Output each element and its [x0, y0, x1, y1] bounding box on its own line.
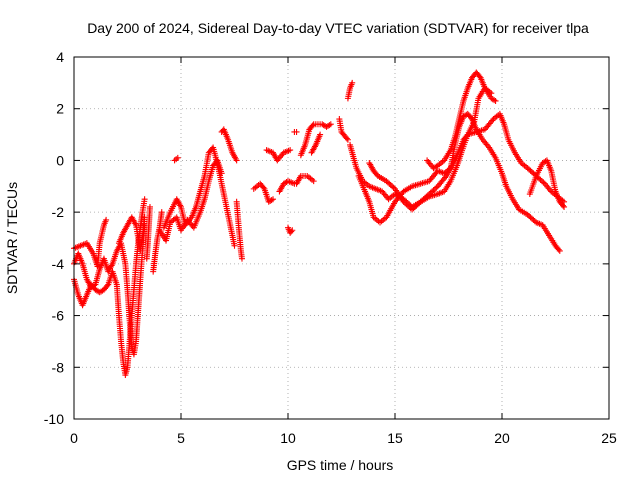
chart-title: Day 200 of 2024, Sidereal Day-to-day VTE…: [87, 20, 589, 36]
data-point-marker: [429, 188, 436, 195]
data-point-marker: [531, 218, 538, 225]
data-point-marker: [146, 203, 153, 210]
data-point-marker: [430, 187, 437, 194]
data-point-marker: [260, 184, 267, 191]
data-point-marker: [327, 121, 334, 128]
data-point-marker: [288, 228, 295, 235]
data-point-marker: [411, 203, 418, 210]
x-tick-label: 25: [601, 430, 617, 446]
data-point-marker: [538, 178, 545, 185]
data-point-marker: [386, 180, 393, 187]
data-point-marker: [492, 97, 499, 104]
data-point-marker: [289, 227, 296, 234]
data-point-marker: [561, 203, 568, 210]
y-axis-label: SDTVAR / TECUs: [4, 182, 20, 294]
data-point-marker: [326, 122, 333, 129]
data-point-marker: [559, 202, 566, 209]
data-point-marker: [344, 136, 351, 143]
data-point-marker: [433, 184, 440, 191]
data-point-marker: [400, 198, 407, 205]
grid: [74, 57, 609, 419]
data-point-marker: [414, 201, 421, 208]
data-point-marker: [431, 185, 438, 192]
plot-frame: [73, 56, 610, 420]
data-point-marker: [343, 135, 350, 142]
data-point-marker: [287, 147, 294, 154]
data-point-marker: [384, 179, 391, 186]
x-axis-label: GPS time / hours: [287, 457, 394, 473]
data-point-marker: [491, 97, 498, 104]
data-point-marker: [530, 170, 537, 177]
data-point-marker: [404, 202, 411, 209]
data-point-marker: [526, 166, 533, 173]
data-point-marker: [238, 255, 245, 262]
data-point-marker: [403, 201, 410, 208]
data-point-marker: [174, 154, 181, 161]
data-point-marker: [383, 178, 390, 185]
data-point-marker: [433, 163, 440, 170]
data-point-marker: [540, 179, 547, 186]
data-point-marker: [556, 247, 563, 254]
data-point-marker: [410, 205, 417, 212]
data-point-marker: [349, 79, 356, 86]
data-point-marker: [233, 157, 240, 164]
data-point-marker: [309, 122, 316, 129]
x-tick-label: 0: [70, 430, 78, 446]
data-point-marker: [555, 246, 562, 253]
data-point-marker: [293, 128, 300, 135]
data-point-marker: [537, 176, 544, 183]
y-tick-label: 0: [56, 152, 64, 168]
data-point-marker: [528, 215, 535, 222]
data-points: [71, 69, 568, 379]
y-tick-label: -4: [52, 256, 65, 272]
data-point-marker: [158, 209, 165, 216]
y-tick-label: -6: [52, 308, 65, 324]
data-point-marker: [389, 183, 396, 190]
data-point-marker: [409, 206, 416, 213]
data-point-marker: [104, 282, 111, 289]
y-tick-label: -8: [52, 359, 65, 375]
data-point-marker: [526, 213, 533, 220]
data-point-marker: [416, 200, 423, 207]
data-point-marker: [310, 178, 317, 185]
y-tick-label: 4: [56, 49, 64, 65]
data-point-marker: [141, 196, 148, 203]
data-point-marker: [103, 216, 110, 223]
data-point-marker: [527, 214, 534, 221]
x-tick-label: 15: [387, 430, 403, 446]
data-point-marker: [524, 165, 531, 172]
x-tick-label: 20: [494, 430, 510, 446]
data-point-marker: [401, 200, 408, 207]
data-point-marker: [536, 175, 543, 182]
data-point-marker: [406, 203, 413, 210]
x-tick-label: 5: [177, 430, 185, 446]
data-point-marker: [413, 202, 420, 209]
y-tick-label: -2: [52, 204, 65, 220]
x-tick-label: 10: [280, 430, 296, 446]
y-tick-label: -10: [44, 411, 64, 427]
data-point-marker: [268, 197, 275, 204]
data-point-marker: [270, 196, 277, 203]
data-point-marker: [527, 167, 534, 174]
data-point-marker: [387, 181, 394, 188]
data-point-marker: [524, 211, 531, 218]
data-point-marker: [317, 131, 324, 138]
data-point-marker: [231, 242, 238, 249]
data-point-marker: [530, 216, 537, 223]
y-tick-label: 2: [56, 101, 64, 117]
data-point-marker: [528, 169, 535, 176]
axis-ticks: 0 5 10 15 20 25 -10 -8 -6 -4 -2 0 2 4: [44, 49, 617, 446]
data-point-marker: [476, 73, 483, 80]
